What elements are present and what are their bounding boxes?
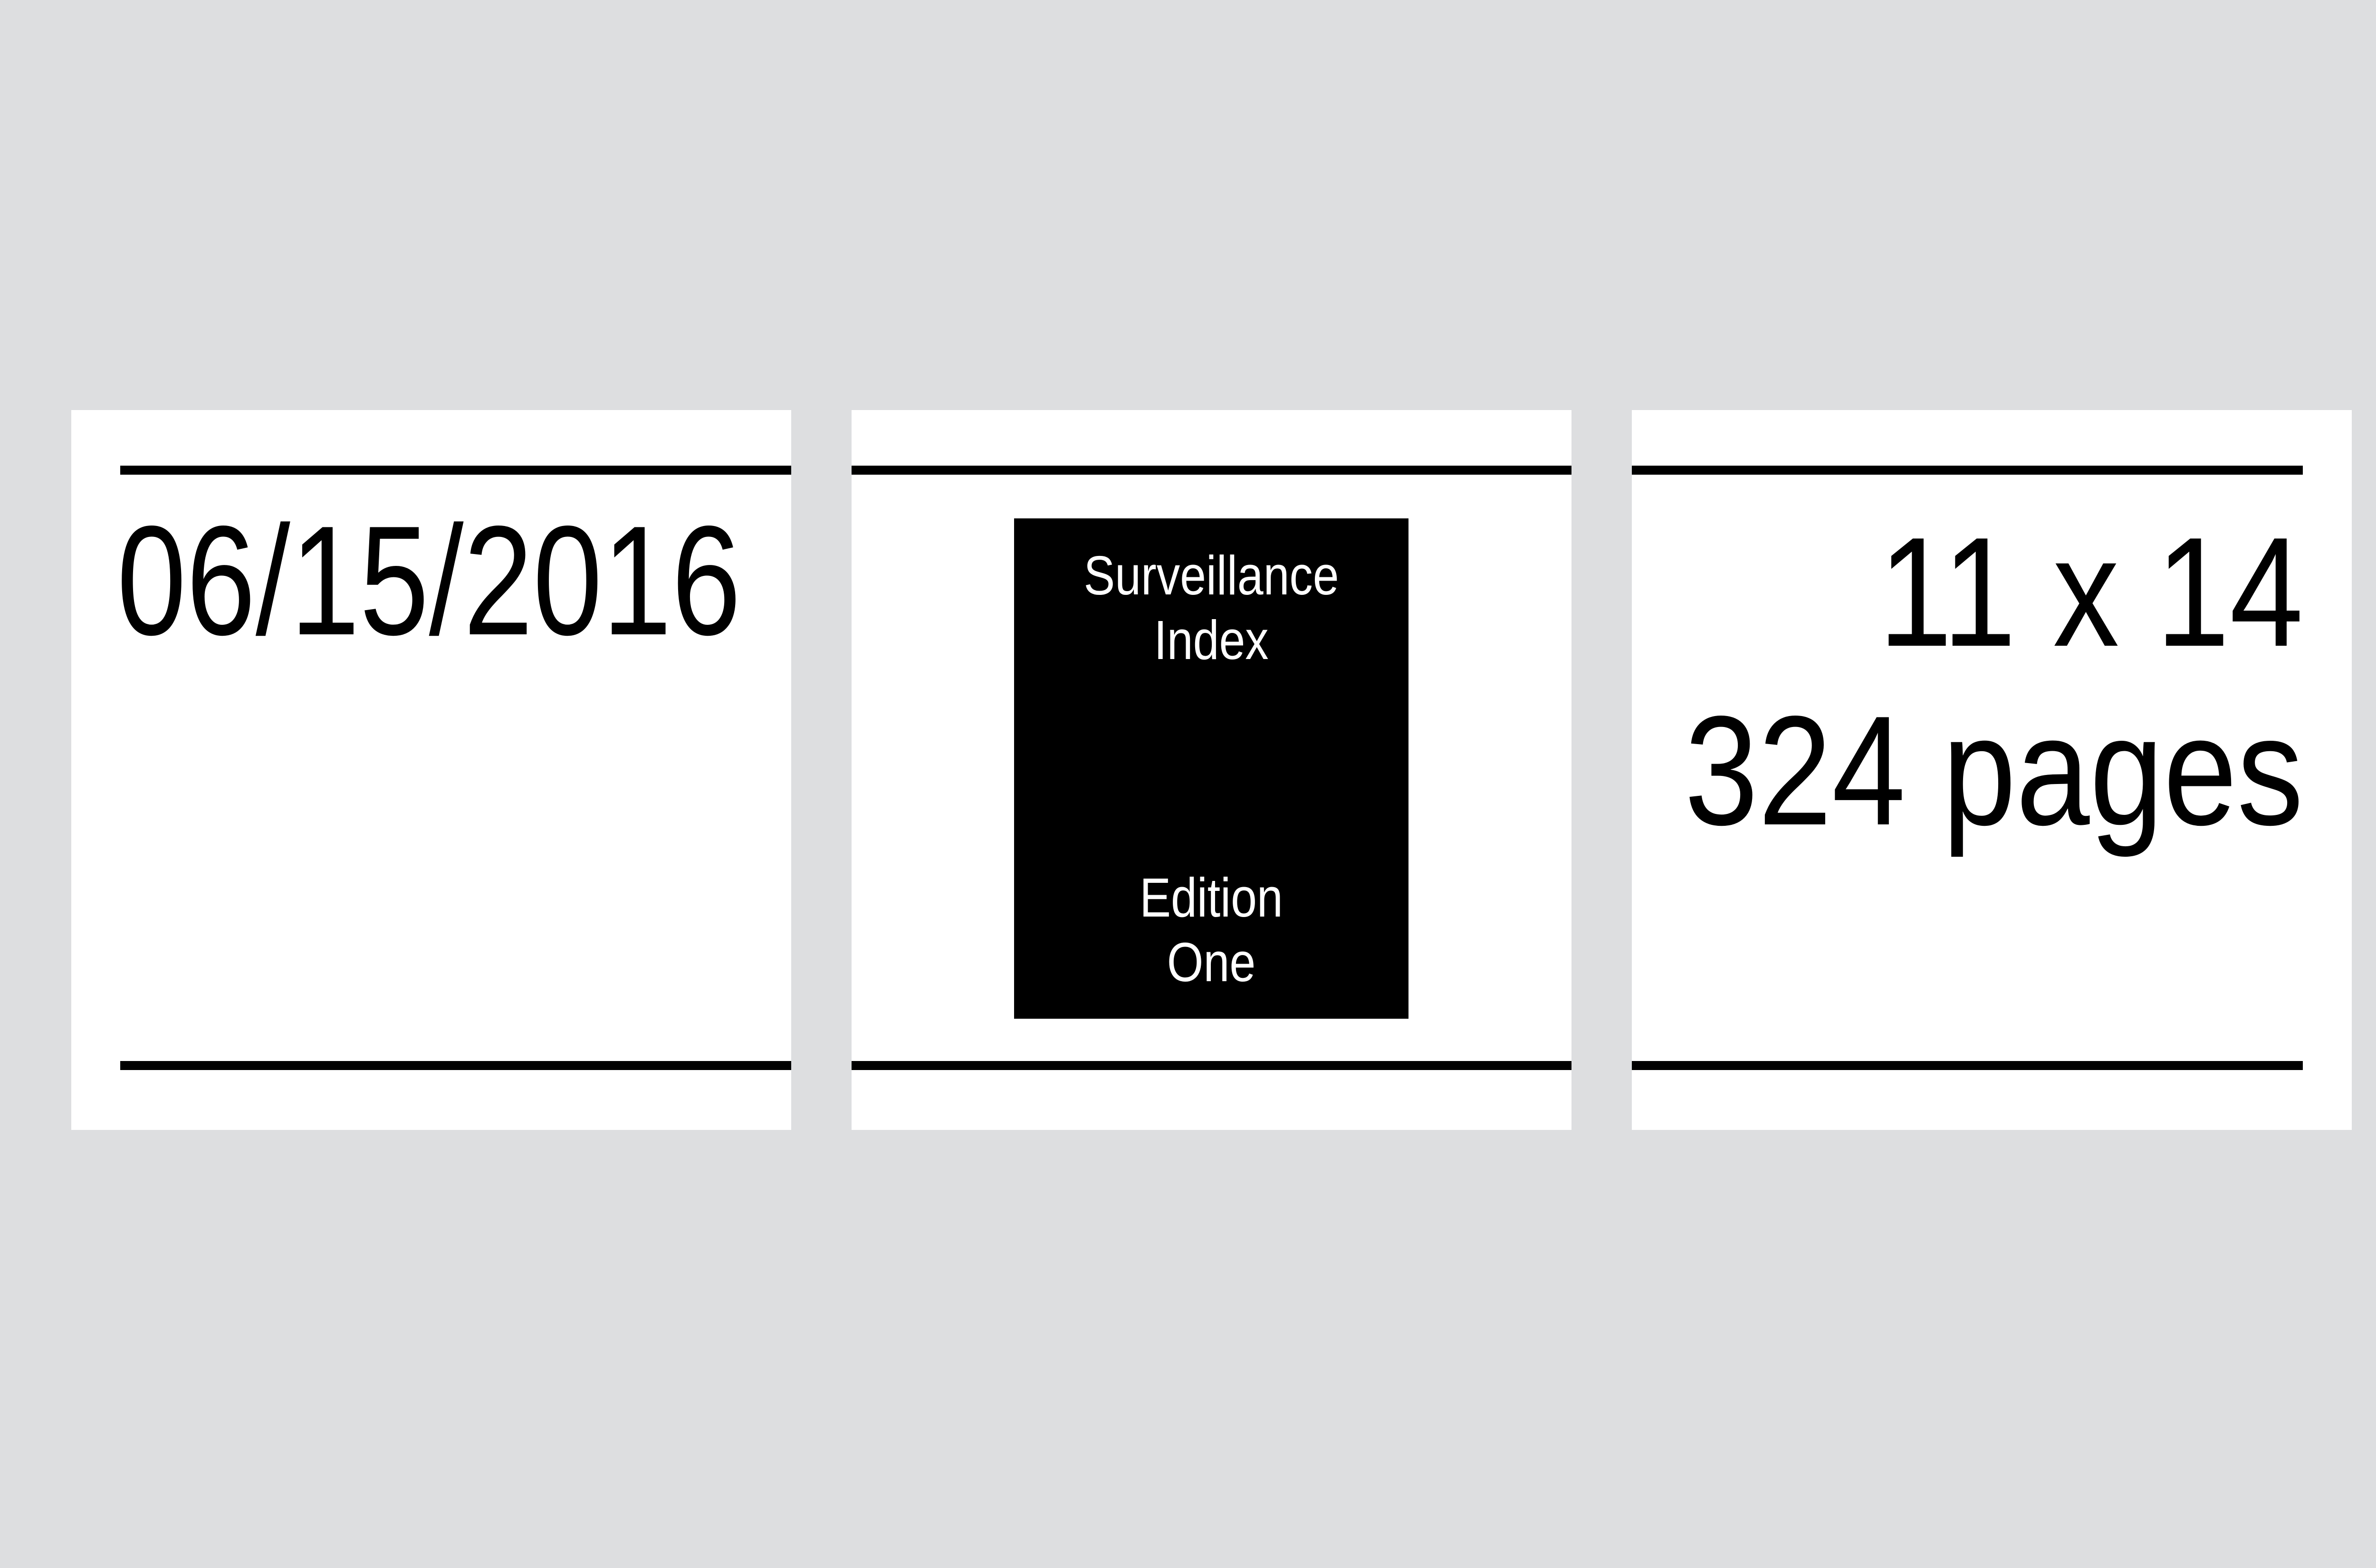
cover-panel: Surveillance Index Edition One — [852, 410, 1571, 1130]
book-size: 11 x 14 — [1878, 505, 2303, 679]
cover-title-line: Surveillance — [1083, 545, 1339, 606]
page-count: 324 pages — [1684, 683, 2303, 858]
date-panel: 06/15/2016 — [71, 410, 791, 1130]
bottom-rule — [1632, 1061, 2303, 1070]
top-rule — [1632, 466, 2303, 475]
cover-edition-line: Edition — [1140, 867, 1283, 928]
publication-date: 06/15/2016 — [117, 493, 741, 668]
top-rule — [120, 466, 791, 475]
bottom-rule — [852, 1061, 1571, 1070]
bottom-rule — [120, 1061, 791, 1070]
cover-title: Surveillance Index — [1014, 543, 1408, 672]
book-cover: Surveillance Index Edition One — [1014, 518, 1408, 1019]
book-specs: 11 x 14 324 pages — [1685, 503, 2303, 860]
specs-panel: 11 x 14 324 pages — [1632, 410, 2352, 1130]
top-rule — [852, 466, 1571, 475]
cover-title-line: Index — [1154, 609, 1269, 671]
cover-edition: Edition One — [1014, 865, 1408, 994]
cover-edition-line: One — [1167, 931, 1256, 993]
